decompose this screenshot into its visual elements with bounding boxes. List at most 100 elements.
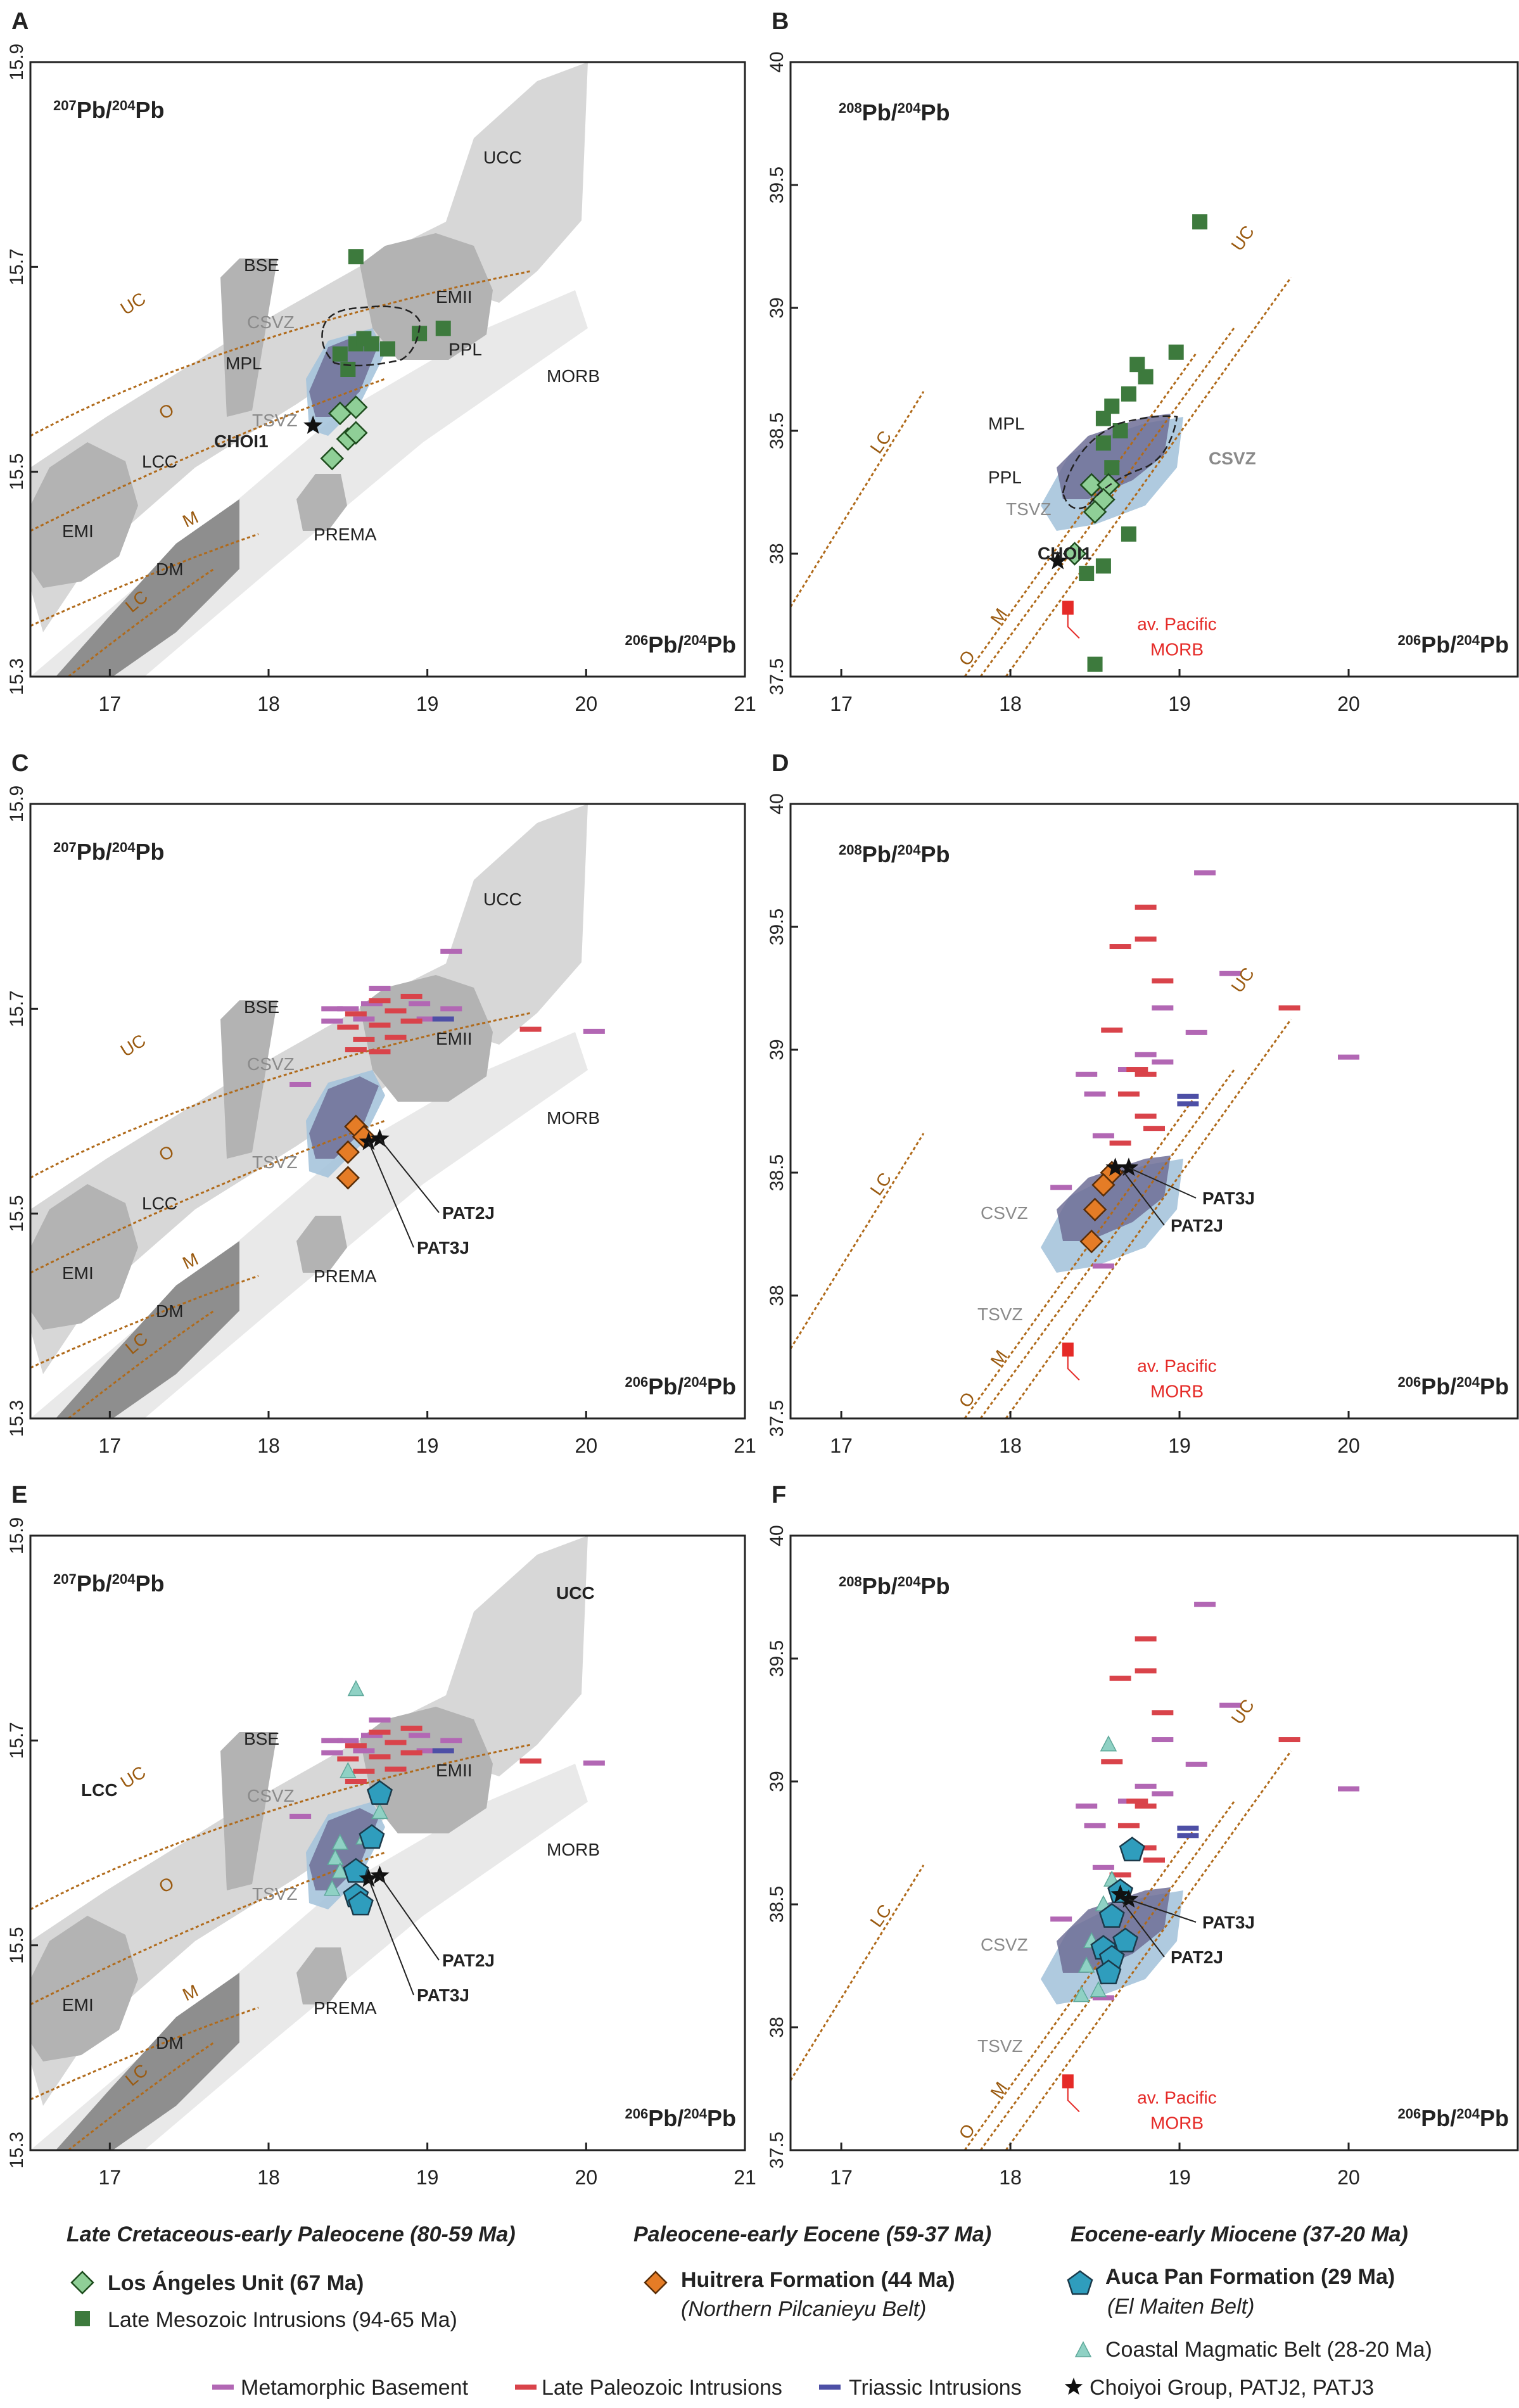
field-label: MPL xyxy=(988,414,1025,433)
square-marker xyxy=(332,346,348,362)
leader xyxy=(379,1138,440,1213)
star-marker xyxy=(1064,2378,1083,2395)
field-label: TSVZ xyxy=(252,1152,298,1172)
dash-marker xyxy=(1134,1071,1157,1077)
triangle-marker xyxy=(371,1802,388,1819)
o-line xyxy=(963,1095,1197,1418)
field-label: BSE xyxy=(244,255,279,275)
line-label: LC xyxy=(867,1169,896,1199)
y-axis: 15.3 15.5 15.7 15.9 xyxy=(6,1517,38,2169)
field-label: LCC xyxy=(142,452,177,471)
dash-marker xyxy=(1109,1140,1131,1146)
series-triassic-intrusions xyxy=(432,1748,454,1754)
diamond-marker xyxy=(336,1140,360,1164)
series-late-paleozoic-intrusions xyxy=(1101,1636,1300,1878)
x-tick-label: 17 xyxy=(99,692,122,715)
y-tick-label: 15.7 xyxy=(6,248,27,285)
dash-marker xyxy=(515,2385,537,2390)
line-label: M xyxy=(179,1249,201,1273)
dash-marker xyxy=(1185,1029,1207,1035)
diamond-marker xyxy=(1079,1229,1103,1254)
dash-marker xyxy=(400,1725,423,1731)
y-tick-label: 40 xyxy=(766,51,787,72)
line-label: M xyxy=(179,1980,201,2004)
field-label: TSVZ xyxy=(977,2036,1023,2056)
uc-line xyxy=(1005,1019,1292,1418)
dash-marker xyxy=(369,1717,391,1723)
star-marker xyxy=(303,415,323,434)
plot-area xyxy=(30,1536,605,2150)
ucc-field xyxy=(436,804,588,1045)
square-marker xyxy=(1168,344,1184,360)
o-line xyxy=(963,353,1197,677)
legend-coastal-symbol xyxy=(1074,2341,1092,2357)
y-axis: 15.3 15.5 15.7 15.9 xyxy=(6,786,38,1437)
x-tick-label: 18 xyxy=(999,2166,1022,2189)
y-tick-label: 15.3 xyxy=(6,2132,27,2169)
plot-frame xyxy=(29,803,746,1420)
dash-marker xyxy=(1117,1823,1140,1828)
uc-line xyxy=(1005,277,1292,677)
plot-frame xyxy=(789,1534,1519,2151)
dash-marker xyxy=(1134,1052,1157,1057)
square-marker xyxy=(1104,460,1120,476)
field-label: PPL xyxy=(988,468,1022,487)
triangle-marker xyxy=(1074,2341,1092,2357)
dash-marker xyxy=(385,1008,407,1014)
legend-los_angeles: Los Ángeles Unit (67 Ma) xyxy=(108,2271,364,2295)
axis-title: 206Pb/204Pb xyxy=(1398,2105,1509,2131)
axis-title: 206Pb/204Pb xyxy=(625,1373,736,1399)
x-tick-label: 19 xyxy=(1168,692,1191,715)
dash-marker xyxy=(1076,1803,1098,1809)
dash-marker xyxy=(1278,1737,1300,1743)
series-late-paleozoic-intrusions xyxy=(337,993,542,1055)
dash-marker xyxy=(1084,1091,1106,1097)
x-axis: 17 18 19 20 xyxy=(830,1411,1360,1457)
morb-leader xyxy=(1067,2081,1080,2113)
line-label: LC xyxy=(867,1901,896,1930)
star-marker xyxy=(359,1131,379,1150)
field-label: EMI xyxy=(62,521,94,541)
field-label: UCC xyxy=(556,1583,595,1603)
dash-marker xyxy=(385,1766,407,1772)
ucc-field xyxy=(436,62,588,303)
y-tick-label: 15.5 xyxy=(6,1195,27,1232)
annotation: PAT2J xyxy=(1171,1947,1223,1967)
panel-letter: F xyxy=(772,1482,786,1508)
dash-marker xyxy=(1134,1636,1157,1641)
y-tick-label: 38 xyxy=(766,1285,787,1306)
series-triassic-intrusions xyxy=(1177,1093,1199,1107)
axis-title: 208Pb/204Pb xyxy=(839,1573,950,1599)
dash-marker xyxy=(353,1036,375,1042)
square-marker xyxy=(1087,656,1103,672)
panel-letter: D xyxy=(772,750,789,777)
field-label: TSVZ xyxy=(977,1304,1023,1324)
field-label: DM xyxy=(156,1301,184,1321)
dash-marker xyxy=(360,1733,383,1738)
field-label: MORB xyxy=(547,1840,600,1859)
series-huitrera-formation xyxy=(336,1114,376,1190)
series-auca-pan-formation xyxy=(343,1780,393,1916)
line-label: UC xyxy=(1228,1696,1259,1728)
dash-marker xyxy=(212,2385,234,2390)
dash-marker xyxy=(1092,1133,1114,1138)
series-late-mesozoic-intrusions xyxy=(1079,214,1208,672)
field-label: TSVZ xyxy=(252,411,298,430)
pentagon-marker xyxy=(1098,1902,1125,1928)
field-label: UCC xyxy=(483,148,522,167)
square-marker xyxy=(340,362,356,377)
prema-field xyxy=(296,474,347,531)
axis-title: 206Pb/204Pb xyxy=(1398,632,1509,658)
square-marker xyxy=(1121,526,1136,542)
star-marker xyxy=(359,1868,379,1887)
series-metamorphic-basement xyxy=(289,948,605,1087)
legend-auca_pan_sub: (El Maiten Belt) xyxy=(1107,2295,1254,2319)
series-choi1 xyxy=(303,415,323,434)
pentagon-marker xyxy=(1112,1927,1139,1953)
dash-marker xyxy=(321,1018,343,1024)
o-line xyxy=(30,378,386,532)
legend-metamorphic-symbol xyxy=(212,2385,234,2390)
x-tick-label: 21 xyxy=(734,1434,756,1457)
leader xyxy=(368,1142,414,1248)
panel-f: F CSVZ TSVZ LC OM UC 17 18 19 20 37.5 38 38.5 39 39.5 4… xyxy=(766,1482,1519,2189)
